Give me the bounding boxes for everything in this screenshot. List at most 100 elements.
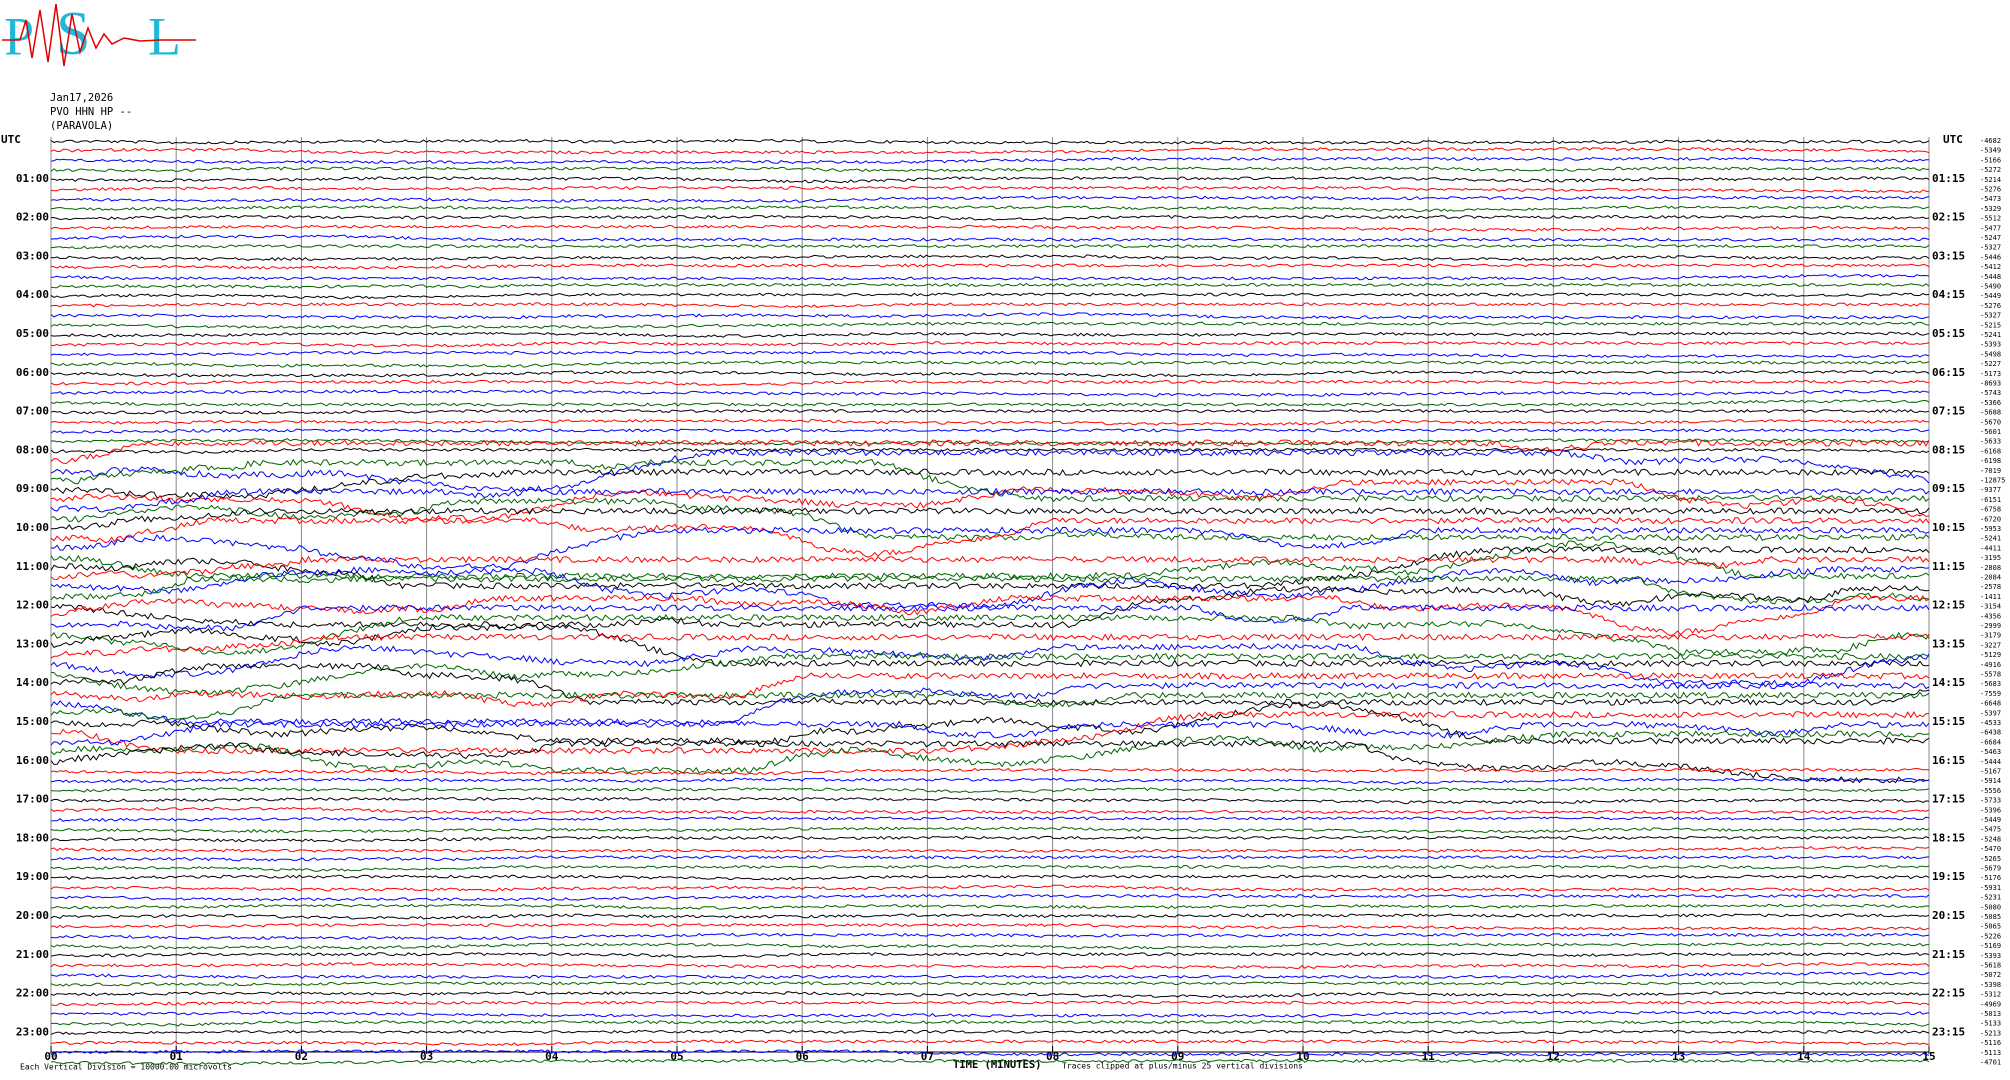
left-time-label: 16:00 xyxy=(16,754,49,767)
trace-offset: -5129 xyxy=(1980,651,2001,659)
right-time-label: 04:15 xyxy=(1932,288,1965,301)
trace-offset: -2578 xyxy=(1980,583,2001,591)
trace xyxy=(50,806,1930,814)
left-time-label: 04:00 xyxy=(16,288,49,301)
trace xyxy=(50,166,1930,173)
left-time-label: UTC xyxy=(1,133,21,146)
station: PVO HHN HP -- xyxy=(50,106,132,118)
trace-offset: -5393 xyxy=(1980,341,2001,349)
trace xyxy=(51,507,1930,530)
trace xyxy=(50,331,1930,338)
right-time-label: 03:15 xyxy=(1932,249,1965,262)
trace xyxy=(50,845,1930,853)
trace-offset: -5490 xyxy=(1980,283,2001,291)
trace xyxy=(50,633,1930,659)
trace xyxy=(50,643,1930,687)
left-time-label: 19:00 xyxy=(16,870,49,883)
trace-offset: -5312 xyxy=(1980,991,2001,999)
trace xyxy=(50,1029,1930,1035)
trace-offset: -5013 xyxy=(1980,1010,2001,1018)
trace-offset: -5241 xyxy=(1980,331,2001,339)
right-time-label: 11:15 xyxy=(1932,560,1965,573)
trace xyxy=(50,981,1930,987)
trace xyxy=(50,864,1930,872)
trace-offset: -5227 xyxy=(1980,360,2001,368)
left-time-label: 09:00 xyxy=(16,482,49,495)
trace xyxy=(50,147,1930,155)
trace xyxy=(50,1010,1930,1018)
trace xyxy=(50,740,1930,784)
trace-offset: -2084 xyxy=(1980,574,2001,582)
trace xyxy=(50,585,1930,629)
scale-note: Each Vertical Division = 10000.00 microv… xyxy=(20,1063,232,1072)
trace-offset: -12875 xyxy=(1980,477,2005,485)
left-time-label: 08:00 xyxy=(16,443,49,456)
trace-offset: -4916 xyxy=(1980,661,2001,669)
trace-offset: -5173 xyxy=(1980,370,2001,378)
trace-offset: -5601 xyxy=(1980,428,2001,436)
right-time-label: 01:15 xyxy=(1932,172,1965,185)
trace-offset: -5248 xyxy=(1980,835,2001,843)
trace xyxy=(50,962,1930,970)
trace xyxy=(50,894,1930,902)
left-time-label: 13:00 xyxy=(16,637,49,650)
trace xyxy=(50,662,1930,706)
trace-offset: -3195 xyxy=(1980,554,2001,562)
trace-offset: -5398 xyxy=(1980,981,2001,989)
trace-offset: -5556 xyxy=(1980,787,2001,795)
trace xyxy=(50,273,1930,281)
trace-offset: -5169 xyxy=(1980,942,2001,950)
trace xyxy=(50,574,1930,605)
trace-offset: -5215 xyxy=(1980,321,2001,329)
trace-offset: -5449 xyxy=(1980,816,2001,824)
trace xyxy=(50,565,1930,610)
right-time-label: 08:15 xyxy=(1932,443,1965,456)
trace-offset: -5213 xyxy=(1980,1029,2001,1037)
trace-offset: -5133 xyxy=(1980,1020,2001,1028)
trace xyxy=(50,971,1930,979)
right-time-label: UTC xyxy=(1943,133,1963,146)
left-time-label: 20:00 xyxy=(16,909,49,922)
trace-offset: -5477 xyxy=(1980,224,2001,232)
logo: P S L xyxy=(2,0,196,68)
trace xyxy=(50,874,1930,881)
trace-offset: -5396 xyxy=(1980,806,2001,814)
trace-offset: -5446 xyxy=(1980,253,2001,261)
trace xyxy=(50,185,1930,194)
trace-offset: -5633 xyxy=(1980,438,2001,446)
trace-offset: -5349 xyxy=(1980,147,2001,155)
right-time-label: 15:15 xyxy=(1932,715,1965,728)
trace-offset: -5226 xyxy=(1980,932,2001,940)
x-tick-label: 02 xyxy=(295,1050,308,1063)
trace xyxy=(50,312,1930,320)
trace-offset: -5475 xyxy=(1980,826,2001,834)
trace xyxy=(50,942,1930,950)
left-time-label: 06:00 xyxy=(16,366,49,379)
right-time-label: 23:15 xyxy=(1932,1025,1965,1038)
trace xyxy=(50,370,1930,378)
trace-offset: -5473 xyxy=(1980,195,2001,203)
trace xyxy=(50,263,1930,270)
x-tick-label: 04 xyxy=(545,1050,559,1063)
trace-offset: -5065 xyxy=(1980,923,2001,931)
trace xyxy=(50,254,1930,262)
trace xyxy=(50,1039,1930,1047)
trace-offset: -5914 xyxy=(1980,777,2001,785)
trace xyxy=(50,681,1930,726)
trace-offset: -5327 xyxy=(1980,244,2001,252)
right-time-label: 07:15 xyxy=(1932,405,1965,418)
trace xyxy=(50,399,1930,407)
trace-offset: -5578 xyxy=(1980,671,2001,679)
trace xyxy=(50,923,1930,931)
trace xyxy=(50,234,1930,242)
trace-offset: -6151 xyxy=(1980,496,2001,504)
trace-offset: -5449 xyxy=(1980,292,2001,300)
trace xyxy=(50,787,1930,793)
trace-offset: -5670 xyxy=(1980,418,2001,426)
left-time-label: 17:00 xyxy=(16,793,49,806)
trace-offset: -5327 xyxy=(1980,312,2001,320)
trace-offset: -5265 xyxy=(1980,855,2001,863)
right-time-label: 06:15 xyxy=(1932,366,1965,379)
x-tick-label: 11 xyxy=(1422,1050,1436,1063)
location: (PARAVOLA) xyxy=(50,120,113,132)
